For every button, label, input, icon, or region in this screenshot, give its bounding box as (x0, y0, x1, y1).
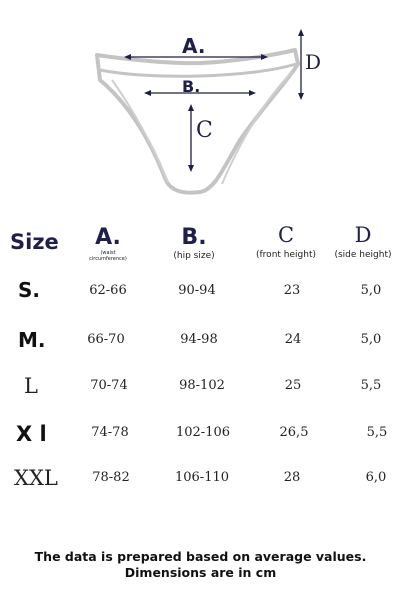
row-m-a: 66-70 (87, 332, 125, 347)
diagram-label-a: A. (182, 34, 206, 58)
header-b: B. (hip size) (159, 227, 229, 262)
row-size-l: L (24, 374, 38, 398)
header-d-label: D (354, 223, 372, 247)
arrow-c (188, 104, 194, 172)
row-size-m: M. (18, 328, 46, 352)
arrow-d (298, 29, 304, 100)
row-xxl-c: 28 (283, 470, 301, 485)
row-xl-a: 74-78 (91, 425, 129, 440)
header-c-sub: (front height) (256, 250, 316, 260)
row-l-a: 70-74 (90, 378, 128, 393)
waistband-line (99, 62, 297, 78)
row-xl-c: 26,5 (279, 425, 309, 440)
leg-opening-left (111, 79, 169, 183)
row-xxl-d: 6,0 (365, 470, 387, 485)
garment-diagram (95, 29, 304, 195)
row-m-b: 94-98 (180, 332, 218, 347)
row-xl-b: 102-106 (175, 425, 231, 440)
row-s-c: 23 (283, 283, 301, 298)
row-s-b: 90-94 (178, 283, 216, 298)
diagram-label-d: D (305, 50, 322, 74)
row-xxl-a: 78-82 (92, 470, 130, 485)
header-size-label: Size (10, 230, 59, 254)
header-d: D (side height) (330, 224, 396, 261)
row-size-s: S. (18, 278, 41, 302)
row-s-d: 5,0 (360, 283, 382, 298)
leg-opening-right (221, 71, 293, 185)
row-xxl-b: 106-110 (174, 470, 230, 485)
header-b-label: B. (181, 225, 207, 250)
header-a-sub: (waist circumference) (89, 250, 127, 262)
row-s-a: 62-66 (89, 283, 127, 298)
row-xl-d: 5,5 (366, 425, 388, 440)
row-size-xl: X l (16, 422, 47, 446)
row-l-d: 5,5 (360, 378, 382, 393)
footer-note-line1: The data is prepared based on average va… (34, 549, 367, 564)
diagram-label-b: B. (182, 77, 201, 96)
row-m-c: 24 (284, 332, 302, 347)
header-a-label: A. (95, 225, 121, 250)
header-size: Size (10, 231, 70, 253)
footer-note-line2: Dimensions are in cm (124, 565, 277, 580)
header-d-sub: (side height) (334, 250, 392, 260)
header-c-label: C (277, 223, 295, 247)
row-size-xxl: XXL (14, 466, 58, 490)
row-l-b: 98-102 (179, 378, 225, 393)
row-m-d: 5,0 (360, 332, 382, 347)
arrow-b (144, 90, 256, 96)
header-a: A. (waist circumference) (78, 225, 138, 263)
row-l-c: 25 (284, 378, 302, 393)
arrow-a (124, 54, 268, 60)
diagram-label-c: C (196, 118, 213, 143)
header-c: C (front height) (243, 224, 329, 261)
header-b-sub: (hip size) (173, 251, 215, 261)
